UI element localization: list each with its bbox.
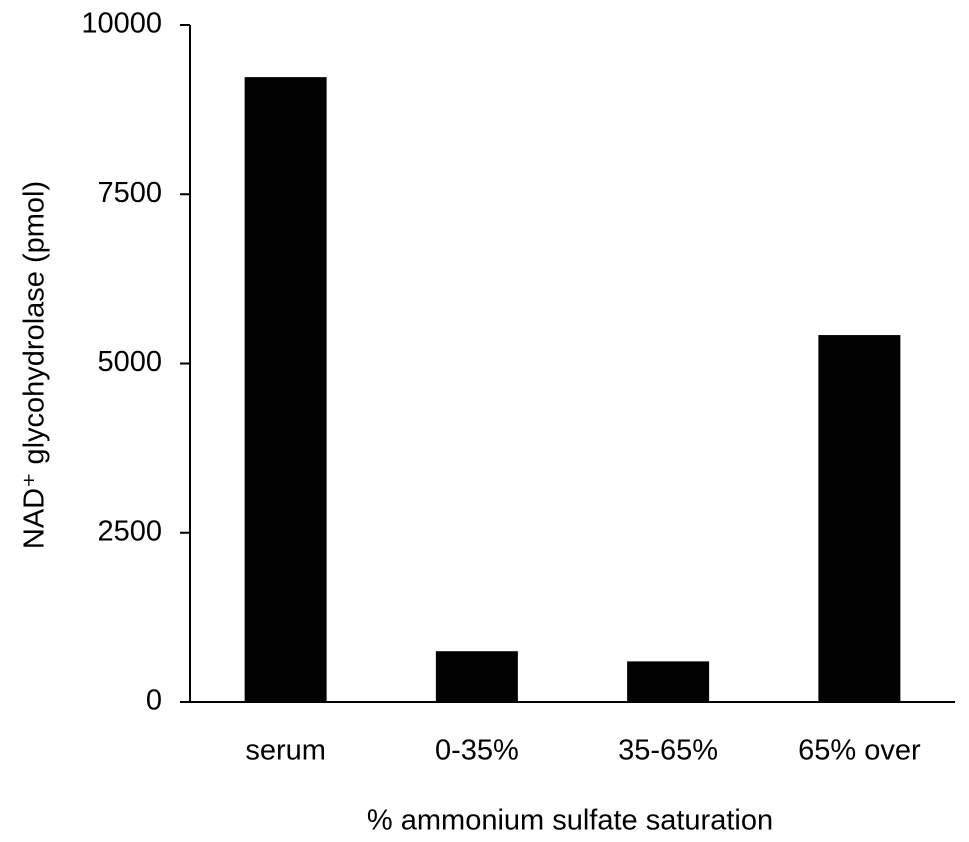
- y-tick-label: 10000: [81, 8, 162, 40]
- y-tick-label: 5000: [97, 346, 162, 378]
- x-tick-label: 0-35%: [435, 735, 519, 767]
- y-tick-label: 0: [146, 685, 162, 717]
- x-tick-label: 65% over: [798, 735, 921, 767]
- y-tick-label: 7500: [97, 177, 162, 209]
- bar: [244, 77, 327, 702]
- bar: [818, 335, 901, 702]
- bar: [627, 661, 710, 702]
- bar: [435, 651, 518, 702]
- x-tick-label: serum: [245, 735, 326, 767]
- y-axis-title: NAD⁺ glycohydrolase (pmol): [19, 181, 51, 549]
- y-tick-label: 2500: [97, 515, 162, 547]
- x-axis-title: % ammonium sulfate saturation: [367, 805, 773, 837]
- x-tick-label: 35-65%: [618, 735, 718, 767]
